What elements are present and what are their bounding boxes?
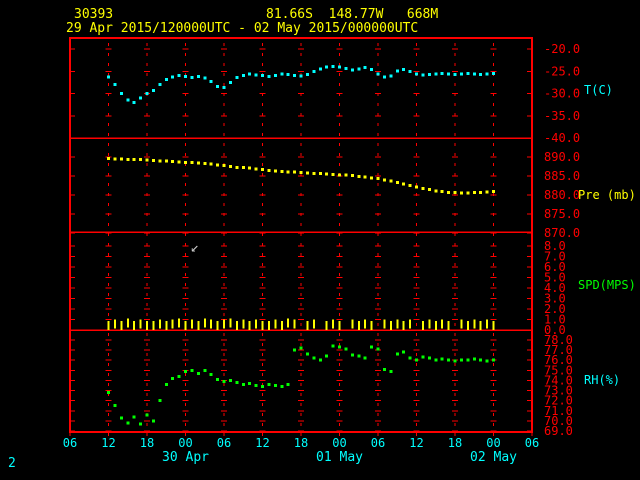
svg-text:7.0: 7.0 xyxy=(544,250,566,264)
page-indicator: 2 xyxy=(8,456,16,471)
svg-text:12: 12 xyxy=(409,436,423,450)
svg-text:78.0: 78.0 xyxy=(544,333,573,347)
svg-text:02 May: 02 May xyxy=(470,450,517,465)
svg-text:00: 00 xyxy=(486,436,500,450)
svg-text:-20.0: -20.0 xyxy=(544,42,580,56)
svg-text:3.0: 3.0 xyxy=(544,292,566,306)
svg-text:00: 00 xyxy=(178,436,192,450)
svg-text:69.0: 69.0 xyxy=(544,424,573,438)
wind-speed-axis-label: SPD(MPS) xyxy=(578,278,636,292)
svg-text:73.0: 73.0 xyxy=(544,384,573,398)
svg-text:06: 06 xyxy=(525,436,539,450)
station-id: 30393 xyxy=(74,7,114,22)
svg-text:885.0: 885.0 xyxy=(544,169,580,183)
svg-text:18: 18 xyxy=(448,436,462,450)
svg-text:06: 06 xyxy=(217,436,231,450)
svg-text:4.0: 4.0 xyxy=(544,281,566,295)
svg-text:8.0: 8.0 xyxy=(544,239,566,253)
svg-text:01 May: 01 May xyxy=(316,450,363,465)
svg-text:06: 06 xyxy=(63,436,77,450)
humidity-axis-label: RH(%) xyxy=(584,373,621,387)
svg-text:-25.0: -25.0 xyxy=(544,64,580,78)
svg-text:5.0: 5.0 xyxy=(544,271,566,285)
svg-text:30 Apr: 30 Apr xyxy=(162,450,209,465)
svg-text:-30.0: -30.0 xyxy=(544,87,580,101)
svg-text:890.0: 890.0 xyxy=(544,150,580,164)
station-location: 81.66S 148.77W 668M xyxy=(266,7,439,22)
temperature-axis-label: T(C) xyxy=(584,83,613,97)
svg-text:18: 18 xyxy=(294,436,308,450)
svg-text:870.0: 870.0 xyxy=(544,226,580,240)
svg-text:2.0: 2.0 xyxy=(544,302,566,316)
svg-text:76.0: 76.0 xyxy=(544,353,573,367)
svg-text:6.0: 6.0 xyxy=(544,260,566,274)
svg-text:880.0: 880.0 xyxy=(544,188,580,202)
svg-text:↙: ↙ xyxy=(191,239,199,255)
svg-text:1.0: 1.0 xyxy=(544,313,566,327)
svg-text:-35.0: -35.0 xyxy=(544,109,580,123)
svg-text:74.0: 74.0 xyxy=(544,373,573,387)
svg-text:75.0: 75.0 xyxy=(544,363,573,377)
svg-text:00: 00 xyxy=(332,436,346,450)
svg-text:06: 06 xyxy=(371,436,385,450)
svg-text:70.0: 70.0 xyxy=(544,414,573,428)
svg-text:-40.0: -40.0 xyxy=(544,131,580,145)
svg-text:12: 12 xyxy=(255,436,269,450)
svg-text:18: 18 xyxy=(140,436,154,450)
pressure-axis-label: Pre (mb) xyxy=(578,188,636,202)
svg-text:77.0: 77.0 xyxy=(544,343,573,357)
svg-text:875.0: 875.0 xyxy=(544,207,580,221)
svg-text:0.0: 0.0 xyxy=(544,323,566,337)
time-range-title: 29 Apr 2015/120000UTC - 02 May 2015/0000… xyxy=(66,21,419,36)
svg-text:12: 12 xyxy=(101,436,115,450)
svg-text:72.0: 72.0 xyxy=(544,394,573,408)
svg-text:71.0: 71.0 xyxy=(544,404,573,418)
